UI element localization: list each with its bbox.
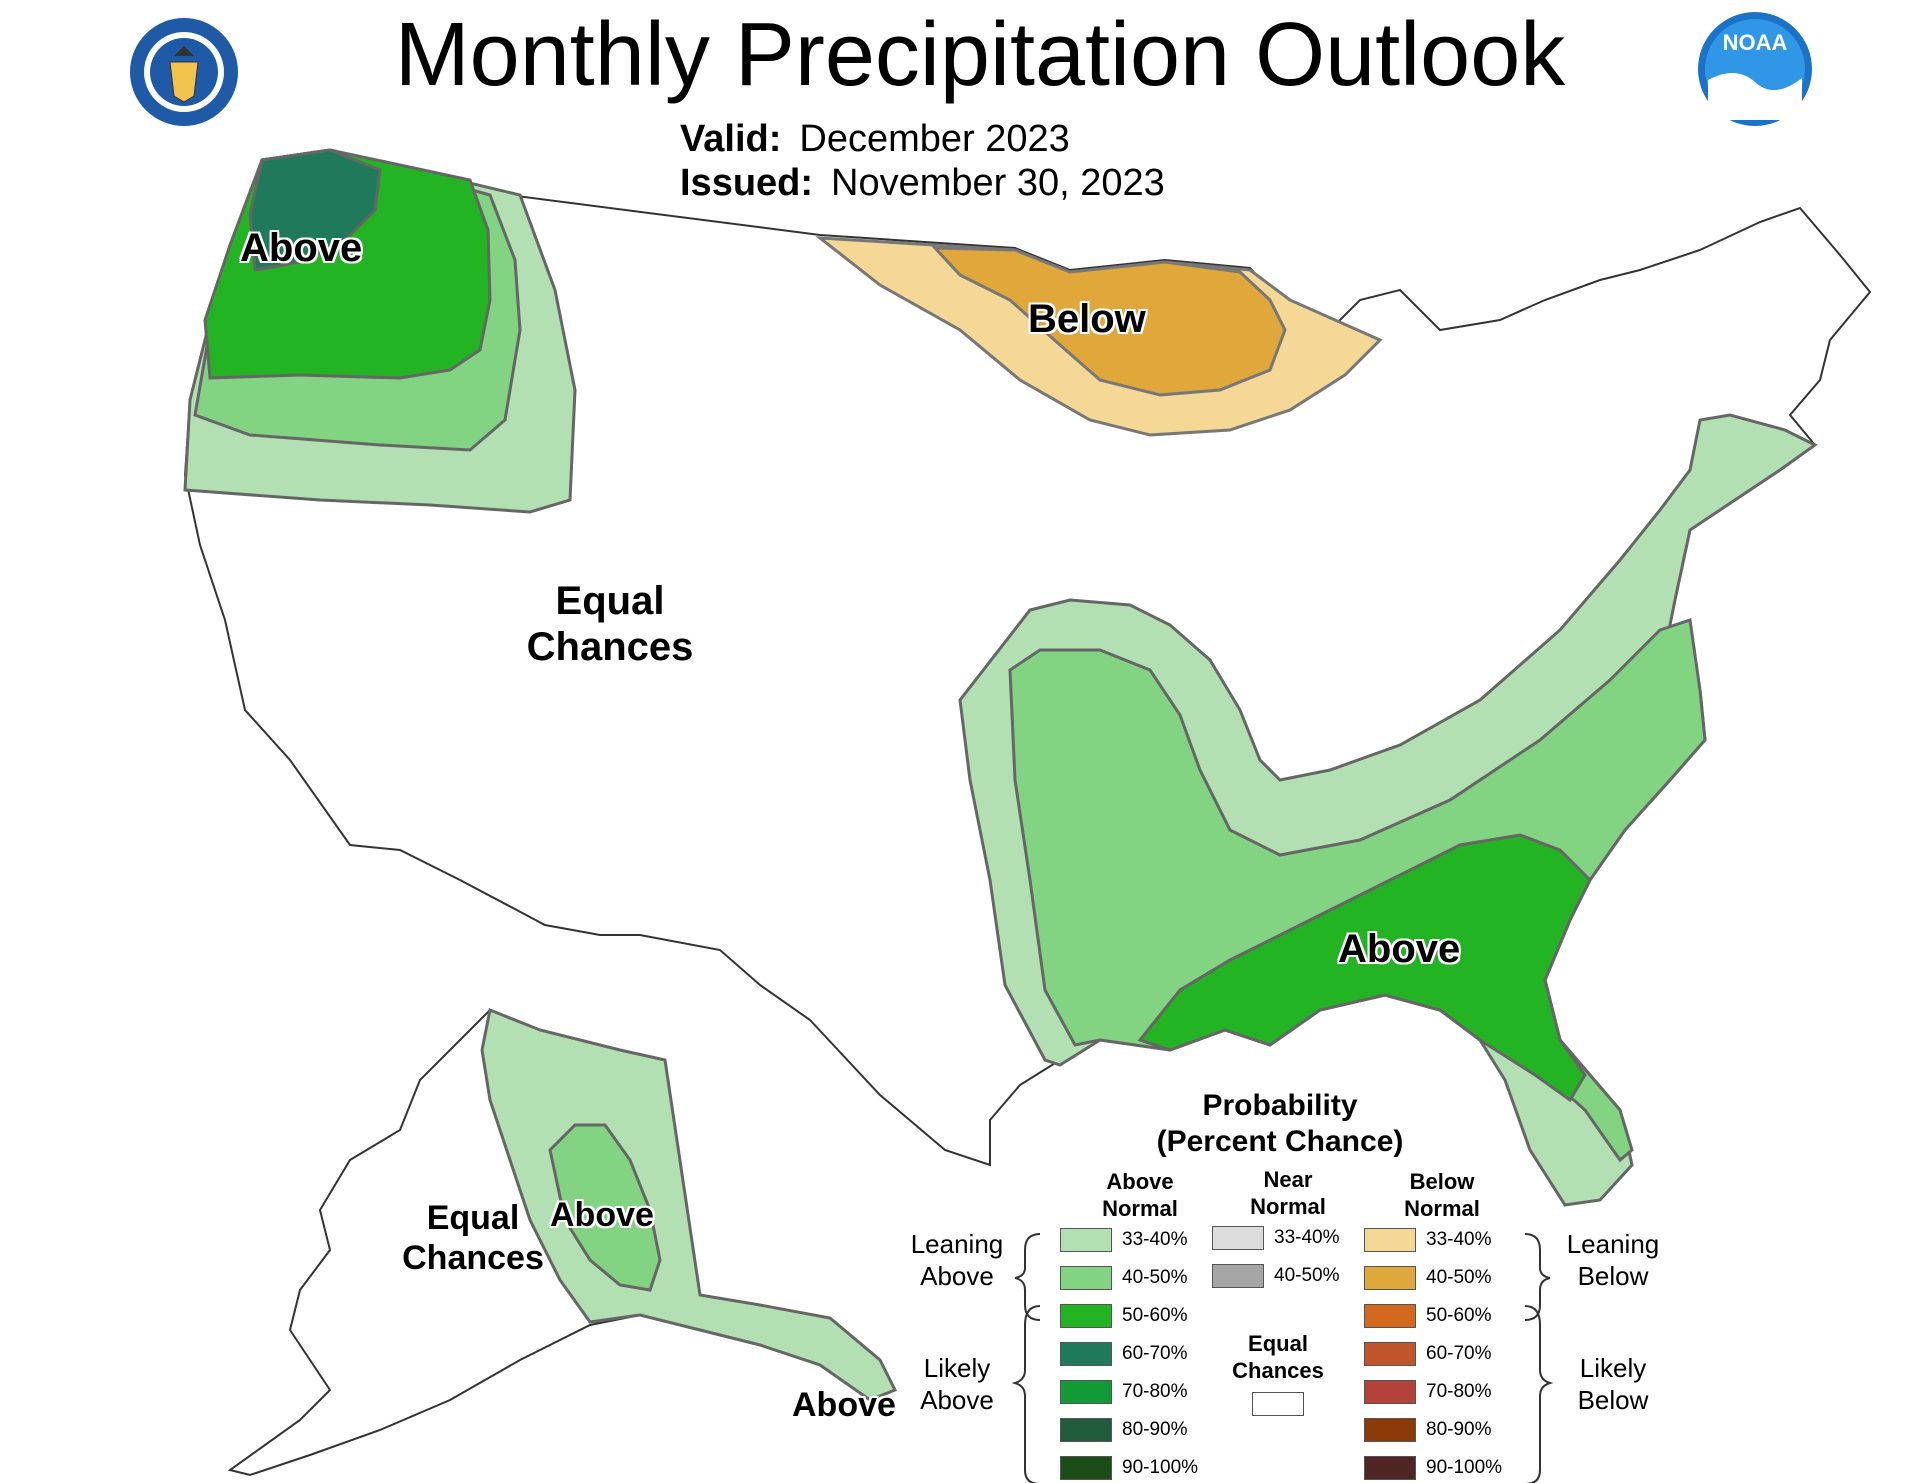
swatch-below-33-40-label: 33-40% <box>1426 1229 1492 1250</box>
label-northwest-above: Above <box>240 226 363 270</box>
legend-below-normal-header: Below Normal <box>1404 1169 1480 1221</box>
swatch-below-50-60 <box>1364 1304 1416 1328</box>
legend-near-normal-header: Near Normal <box>1250 1167 1326 1219</box>
legend-equal-chances: Equal Chances <box>1232 1331 1324 1383</box>
swatch-above-80-90-label: 80-90% <box>1122 1419 1188 1440</box>
swatch-below-50-60-label: 50-60% <box>1426 1305 1492 1326</box>
swatch-below-80-90-label: 80-90% <box>1426 1419 1492 1440</box>
swatch-equal-chances <box>1252 1392 1304 1416</box>
noaa-logo: NOAA <box>1698 12 1812 126</box>
legend-leaning-below: Leaning Below <box>1566 1229 1660 1291</box>
swatch-below-70-80 <box>1364 1380 1416 1404</box>
swatch-above-33-40 <box>1060 1228 1112 1252</box>
swatch-above-70-80-label: 70-80% <box>1122 1381 1188 1402</box>
swatch-above-50-60-label: 50-60% <box>1122 1305 1188 1326</box>
swatch-above-60-70 <box>1060 1342 1112 1366</box>
swatch-below-90-100-label: 90-100% <box>1426 1457 1503 1478</box>
swatch-near-40-50-label: 40-50% <box>1274 1265 1340 1286</box>
issued-value: November 30, 2023 <box>831 162 1165 204</box>
label-upper-midwest-below: Below <box>1028 297 1146 341</box>
swatch-near-33-40 <box>1212 1226 1264 1250</box>
issued-line: Issued: November 30, 2023 <box>680 162 1165 205</box>
swatch-above-60-70-label: 60-70% <box>1122 1343 1188 1364</box>
swatch-below-40-50-label: 40-50% <box>1426 1267 1492 1288</box>
label-west-equal-chances: Equal Chances <box>526 579 694 669</box>
swatch-below-70-80-label: 70-80% <box>1426 1381 1492 1402</box>
noaa-logo-text: NOAA <box>1723 30 1788 55</box>
swatch-below-60-70 <box>1364 1342 1416 1366</box>
swatch-below-90-100 <box>1364 1456 1416 1480</box>
bracket-likely-below <box>1524 1305 1554 1483</box>
swatch-above-33-40-label: 33-40% <box>1122 1229 1188 1250</box>
swatch-above-40-50-label: 40-50% <box>1122 1267 1188 1288</box>
legend-likely-below: Likely Below <box>1577 1353 1649 1415</box>
swatch-above-90-100-label: 90-100% <box>1122 1457 1199 1478</box>
label-alaska-equal-chances: Equal Chances <box>402 1199 544 1277</box>
swatch-below-60-70-label: 60-70% <box>1426 1343 1492 1364</box>
valid-value: December 2023 <box>799 118 1070 160</box>
swatch-below-33-40 <box>1364 1228 1416 1252</box>
swatch-above-70-80 <box>1060 1380 1112 1404</box>
legend-title: Probability (Percent Chance) <box>1140 1088 1420 1160</box>
legend-leaning-above: Leaning Above <box>910 1229 1004 1291</box>
legend-title-line2: (Percent Chance) <box>1156 1125 1404 1158</box>
valid-label: Valid: <box>680 118 782 160</box>
swatch-above-40-50 <box>1060 1266 1112 1290</box>
nw-above-60-70 <box>248 148 382 272</box>
swatch-above-80-90 <box>1060 1418 1112 1442</box>
label-alaska-above: Above <box>550 1196 654 1234</box>
page-title: Monthly Precipitation Outlook <box>394 5 1566 105</box>
alaska-above-33-40 <box>480 1007 898 1402</box>
department-of-commerce-seal <box>130 18 238 126</box>
legend-title-line1: Probability <box>1202 1089 1358 1122</box>
upper-midwest-below-40-50 <box>931 246 1287 397</box>
bracket-likely-above <box>1011 1305 1041 1483</box>
swatch-below-80-90 <box>1364 1418 1416 1442</box>
swatch-below-40-50 <box>1364 1266 1416 1290</box>
bracket-leaning-above <box>1014 1233 1041 1321</box>
issued-label: Issued: <box>680 162 814 204</box>
label-southeast-above: Above <box>1338 927 1461 971</box>
swatch-above-50-60 <box>1060 1304 1112 1328</box>
swatch-near-40-50 <box>1212 1264 1264 1288</box>
valid-line: Valid: December 2023 <box>680 118 1070 161</box>
swatch-near-33-40-label: 33-40% <box>1274 1227 1340 1248</box>
se-above-50-60 <box>1137 833 1592 1103</box>
legend-likely-above: Likely Above <box>920 1353 994 1415</box>
swatch-above-90-100 <box>1060 1456 1112 1480</box>
legend-above-normal-header: Above Normal <box>1102 1169 1178 1221</box>
alaska-above-40-50 <box>548 1123 662 1292</box>
bracket-leaning-below <box>1524 1233 1551 1321</box>
label-alaska-southeast-above: Above <box>792 1386 896 1424</box>
